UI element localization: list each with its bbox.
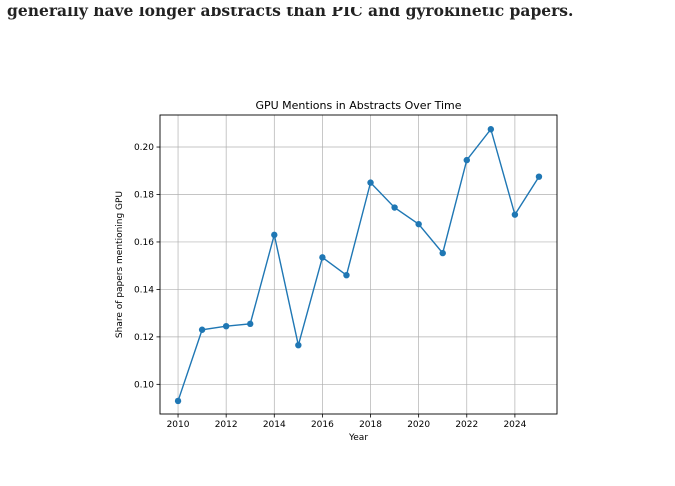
y-tick-label: 0.12: [134, 333, 154, 343]
y-tick-label: 0.20: [134, 143, 154, 153]
data-point-2022: [463, 156, 470, 164]
data-point-2023: [487, 126, 495, 133]
series-points: [174, 126, 543, 405]
y-tick-label: 0.10: [134, 380, 154, 390]
data-point-2025: [535, 173, 543, 180]
y-tick-label: 0.16: [134, 238, 154, 248]
grid: [160, 115, 557, 414]
y-axis-ticks: 0.10 0.12 0.14 0.16 0.18 0.20: [134, 143, 160, 390]
data-point-2019: [391, 204, 398, 211]
data-point-2013: [247, 320, 254, 328]
x-axis-label: Year: [348, 433, 368, 443]
data-point-2017: [343, 271, 350, 279]
plot-frame: [159, 114, 558, 415]
data-point-2011: [198, 326, 206, 333]
x-tick-label: 2020: [407, 420, 430, 430]
y-tick-label: 0.14: [134, 285, 154, 295]
data-point-2018: [367, 179, 374, 186]
y-axis-label: Share of papers mentioning GPU: [115, 191, 125, 338]
x-tick-label: 2016: [311, 420, 334, 430]
x-tick-label: 2014: [263, 420, 286, 430]
x-tick-label: 2010: [167, 420, 190, 430]
data-point-2012: [222, 322, 230, 330]
y-tick-label: 0.18: [134, 190, 154, 200]
x-tick-label: 2024: [503, 420, 526, 430]
data-point-2014: [271, 231, 278, 239]
x-tick-label: 2018: [359, 420, 382, 430]
chart-title: GPU Mentions in Abstracts Over Time: [255, 99, 461, 112]
document-caption-fragment: generally have longer abstracts than PIC…: [7, 1, 574, 20]
data-point-2024: [511, 211, 519, 218]
series-line: [177, 127, 540, 402]
data-point-2015: [295, 341, 302, 349]
data-point-2020: [415, 220, 422, 228]
x-axis-ticks: 2010 2012 2014 2016 2018 2020 2022 2024: [167, 414, 527, 430]
data-point-2016: [319, 254, 326, 261]
x-tick-label: 2022: [455, 420, 478, 430]
x-tick-label: 2012: [215, 420, 238, 430]
data-point-2010: [174, 397, 182, 405]
data-point-2021: [439, 249, 446, 257]
